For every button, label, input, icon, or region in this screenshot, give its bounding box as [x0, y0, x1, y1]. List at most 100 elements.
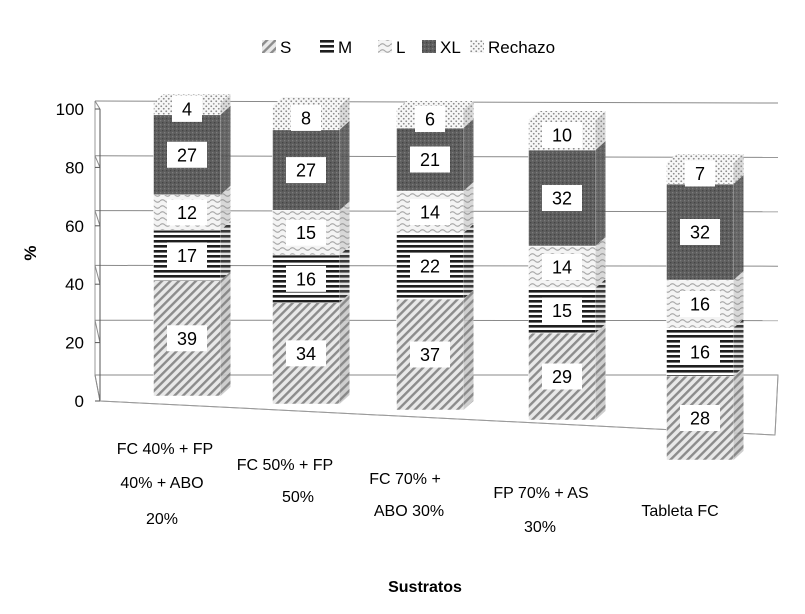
- bar-xl-4-side: [595, 141, 606, 246]
- data-label-rechazo-3: 6: [425, 110, 435, 130]
- bar-l-1-side-shade: [220, 185, 231, 231]
- bar-m-1-side: [220, 221, 231, 281]
- data-label-box-l-5: [680, 291, 720, 317]
- data-label-s-1: 39: [177, 329, 197, 349]
- x-axis-label: Sustratos: [388, 579, 462, 596]
- bar-xl-5-side-shade: [733, 175, 744, 280]
- legend-swatch-xl: [422, 40, 436, 53]
- bar-rechazo-2-top: [272, 97, 350, 106]
- data-label-box-l-3: [410, 199, 450, 225]
- bar-xl-4-side-shade: [595, 141, 606, 246]
- bar-l-5-side: [733, 271, 744, 328]
- data-label-box-s-3: [410, 341, 450, 368]
- grid-connector: [94, 155, 101, 168]
- bar-l-2-side-shade: [339, 201, 350, 255]
- bar-s-5-side-shade: [733, 367, 744, 460]
- data-label-box-m-3: [410, 253, 450, 279]
- bar-m-1-side-shade: [220, 221, 231, 281]
- legend-label-m: M: [338, 38, 352, 57]
- x-tick-label-2-line-2: 50%: [282, 489, 314, 506]
- floor-edge: [774, 374, 779, 436]
- bar-rechazo-1-side-shade: [220, 93, 231, 115]
- bar-rechazo-4-side-shade: [595, 111, 606, 150]
- bar-l-3-side-shade: [463, 182, 474, 233]
- bar-l-5-side-shade: [733, 271, 744, 328]
- grid-connector: [94, 374, 101, 402]
- bar-l-4-side: [595, 237, 606, 288]
- bar-s-4-side: [595, 324, 606, 420]
- y-tick-label: 0: [75, 392, 84, 411]
- data-label-s-2: 34: [296, 344, 316, 364]
- bar-l-4-side-shade: [595, 237, 606, 288]
- data-label-box-xl-4: [542, 185, 582, 211]
- data-label-box-xl-3: [410, 146, 450, 173]
- data-label-l-3: 14: [420, 203, 440, 223]
- data-label-box-rechazo-5: [685, 160, 715, 187]
- data-label-l-2: 15: [296, 223, 316, 243]
- bar-s-4-side-shade: [595, 324, 606, 420]
- legend-swatch-rechazo: [470, 40, 484, 53]
- x-tick-label-3-line-2: ABO 30%: [374, 503, 444, 520]
- x-tick-label-4-line-1: FP 70% + AS: [493, 485, 588, 502]
- legend-swatch-l: [378, 40, 392, 53]
- bar-rechazo-1-side: [220, 93, 231, 115]
- bar-l-2-side: [339, 201, 350, 255]
- bar-m-2-side: [339, 246, 350, 303]
- data-label-xl-2: 27: [296, 161, 316, 181]
- bar-l-1-side: [220, 185, 231, 231]
- legend-label-rechazo: Rechazo: [488, 38, 555, 57]
- data-labels: 39 17 12 27 4 34 16 15 27 8 37 22 14 21 6 29 15 14 32 10 28 1…: [167, 95, 720, 431]
- bar-s-2-side: [339, 293, 350, 404]
- bar-xl-3-side-shade: [463, 119, 474, 191]
- bar-rechazo-2-side-shade: [339, 97, 350, 130]
- data-label-xl-5: 32: [690, 223, 710, 243]
- y-tick-label: 60: [65, 217, 84, 236]
- bar-m-4-side-shade: [595, 279, 606, 333]
- x-axis: [99, 400, 776, 436]
- data-label-box-s-4: [542, 363, 582, 390]
- bar-s-2-side-shade: [339, 293, 350, 404]
- data-label-s-3: 37: [420, 345, 440, 365]
- data-label-l-4: 14: [552, 258, 572, 278]
- bar-xl-2-side: [339, 120, 350, 211]
- bar-xl-1-side: [220, 105, 231, 195]
- legend-label-s: S: [280, 38, 291, 57]
- data-label-s-4: 29: [552, 367, 572, 387]
- bar-m-2-side-shade: [339, 246, 350, 303]
- data-label-box-rechazo-3: [415, 106, 445, 132]
- data-label-xl-4: 32: [552, 189, 572, 209]
- data-label-box-xl-1: [167, 141, 207, 168]
- data-label-box-rechazo-4: [542, 122, 582, 148]
- data-label-l-5: 16: [690, 295, 710, 315]
- grid-connector: [94, 265, 101, 285]
- legend-swatch-s: [262, 40, 276, 53]
- grid-connector: [94, 210, 101, 226]
- data-label-rechazo-2: 8: [301, 108, 311, 128]
- bar-xl-2-side-shade: [339, 120, 350, 211]
- data-label-box-m-5: [680, 339, 720, 365]
- data-label-m-2: 16: [296, 269, 316, 289]
- data-label-m-3: 22: [420, 257, 440, 277]
- data-label-s-5: 28: [690, 409, 710, 429]
- legend-label-xl: XL: [440, 38, 461, 57]
- data-label-rechazo-4: 10: [552, 126, 572, 146]
- y-tick-label: 40: [65, 275, 84, 294]
- data-label-box-rechazo-1: [172, 95, 202, 122]
- data-label-box-xl-5: [680, 219, 720, 245]
- y-tick-label: 100: [56, 100, 84, 119]
- y-axis-label: %: [21, 245, 40, 260]
- x-tick-label-1-line-1: FC 40% + FP: [117, 441, 213, 458]
- legend-swatch-m: [320, 40, 334, 53]
- data-label-m-5: 16: [690, 343, 710, 363]
- bar-rechazo-5-side-shade: [733, 154, 744, 184]
- x-tick-label-2-line-1: FC 50% + FP: [237, 457, 333, 474]
- bar-rechazo-2-side: [339, 97, 350, 130]
- y-tick-label: 20: [65, 334, 84, 353]
- data-label-xl-3: 21: [420, 150, 440, 170]
- bar-s-1-side-shade: [220, 271, 231, 396]
- data-label-box-l-1: [167, 199, 207, 226]
- legend-label-l: L: [396, 38, 405, 57]
- data-label-box-m-1: [167, 242, 207, 269]
- bar-xl-3-side: [463, 119, 474, 191]
